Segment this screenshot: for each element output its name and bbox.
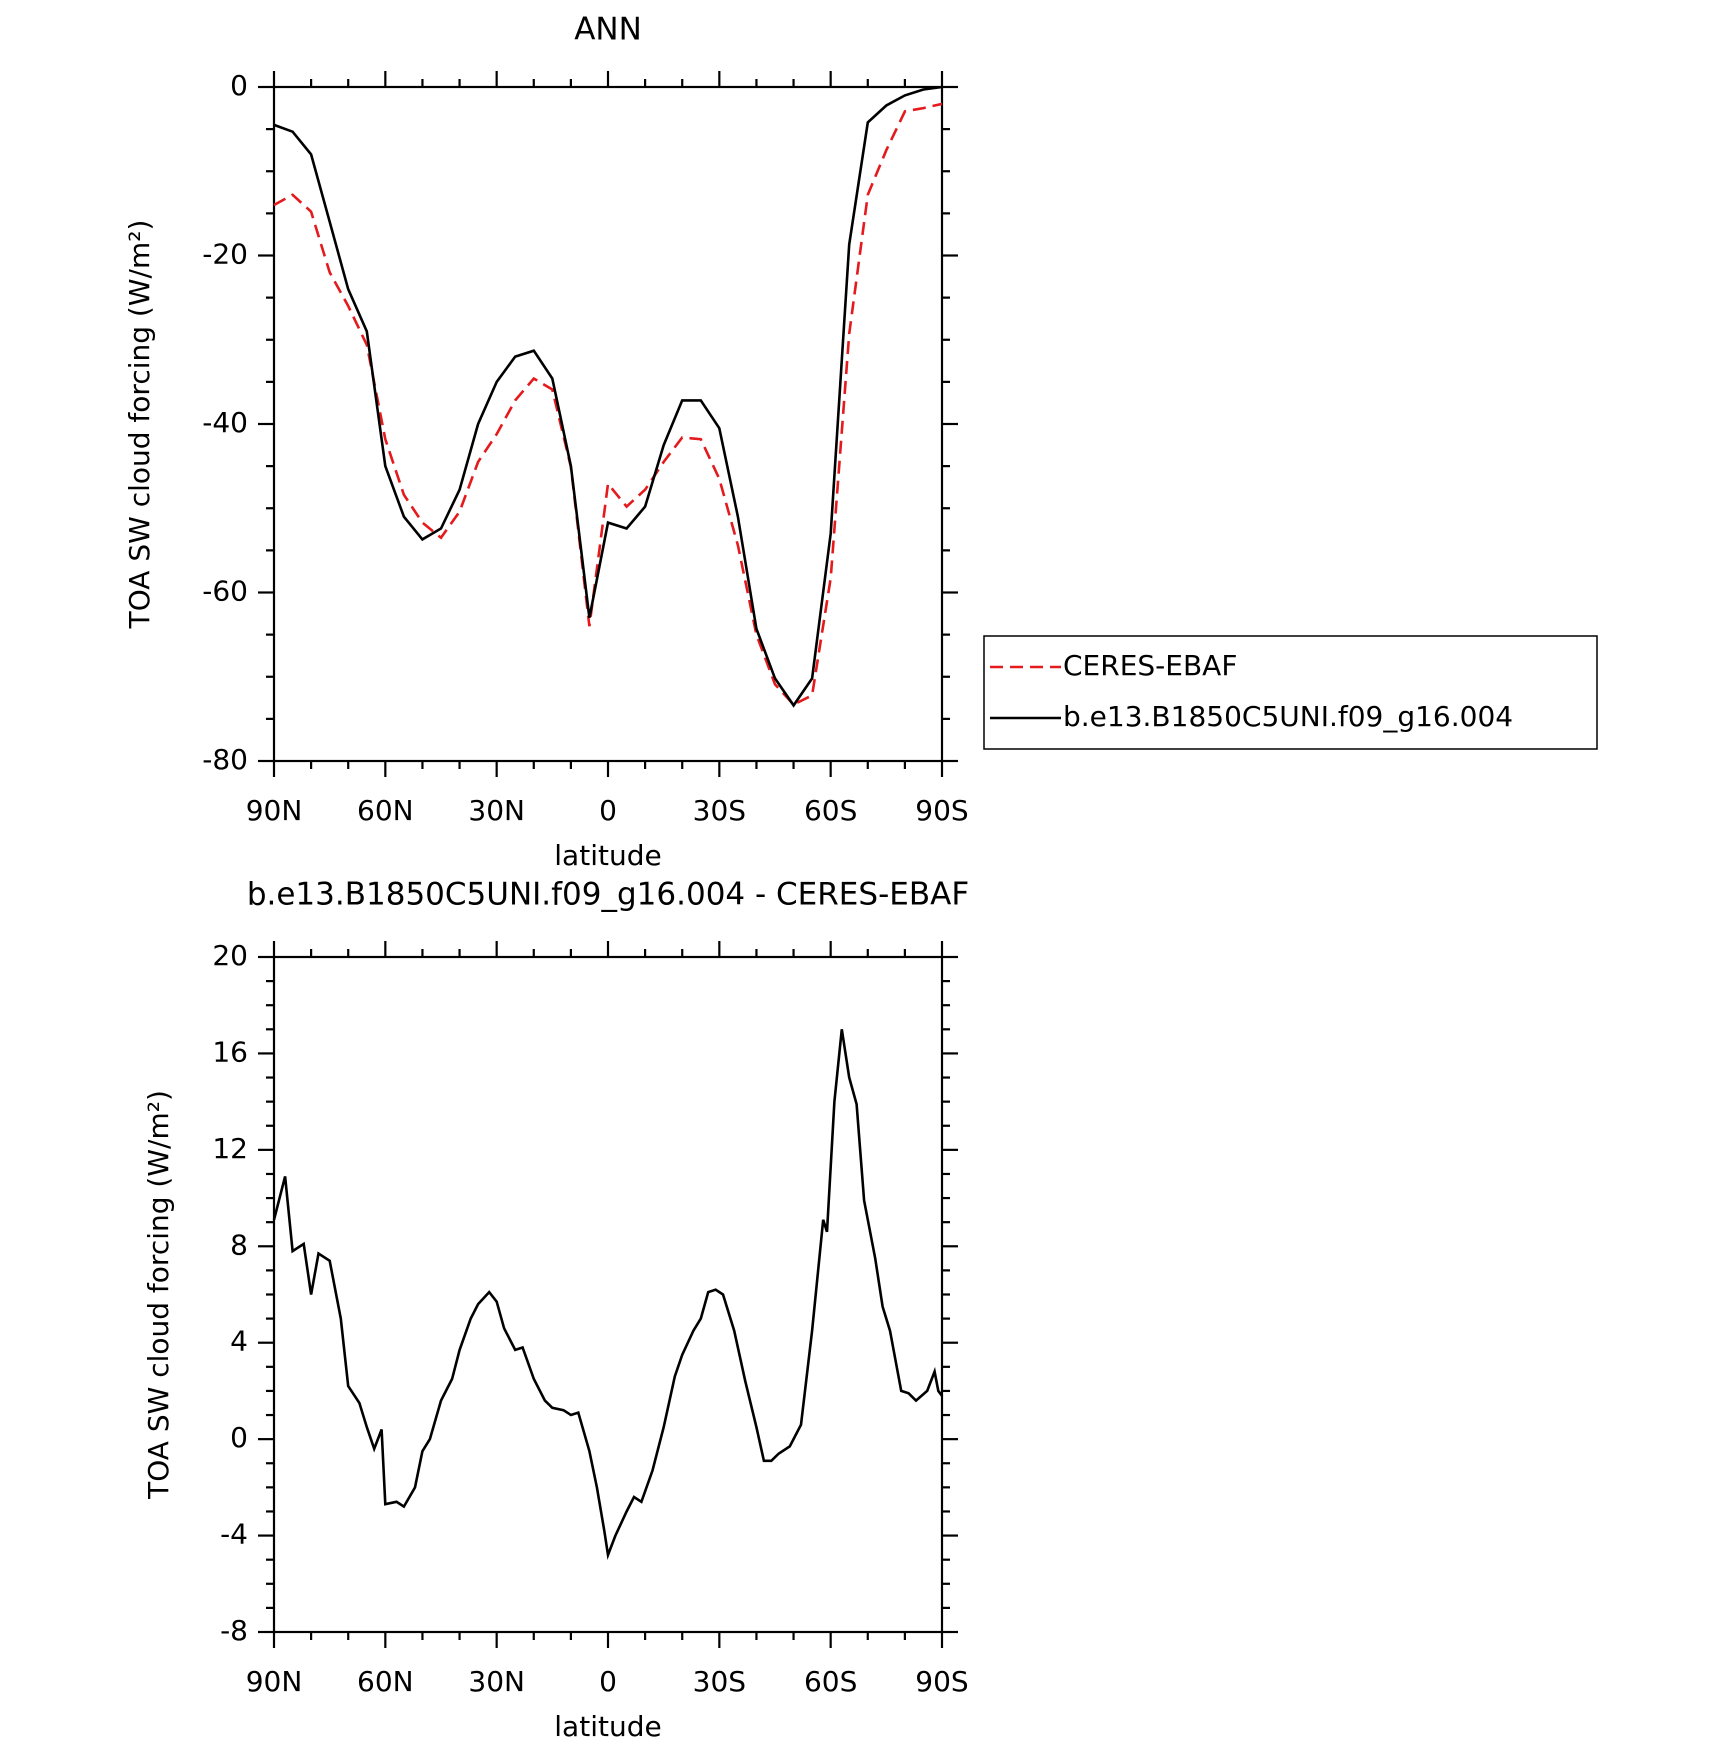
x-tick-label: 90S (915, 794, 968, 827)
legend-box (983, 635, 1598, 750)
y-tick-label: 4 (230, 1325, 248, 1358)
series-line (272, 1029, 944, 1560)
x-tick-label: 30N (468, 794, 525, 827)
y-tick-label: -60 (202, 575, 248, 608)
x-tick-label: 90N (246, 1665, 303, 1698)
chart-title: b.e13.B1850C5UNI.f09_g16.004 - CERES-EBA… (247, 877, 969, 913)
x-tick-label: 30S (693, 1665, 746, 1698)
x-tick-label: 60N (357, 794, 414, 827)
x-axis-label: latitude (554, 839, 661, 872)
x-tick-label: 30N (468, 1665, 525, 1698)
y-tick-label: 0 (230, 69, 248, 102)
legend-label: b.e13.B1850C5UNI.f09_g16.004 (1063, 700, 1513, 733)
x-tick-label: 60S (804, 1665, 857, 1698)
y-axis-label: TOA SW cloud forcing (W/m²) (142, 1090, 175, 1500)
legend-label: CERES-EBAF (1063, 649, 1237, 682)
x-tick-label: 0 (599, 1665, 617, 1698)
series-line (273, 85, 943, 708)
plot-frame (272, 955, 944, 1634)
x-tick-label: 0 (599, 794, 617, 827)
x-tick-label: 90S (915, 1665, 968, 1698)
x-tick-label: 60N (357, 1665, 414, 1698)
x-axis-label: latitude (554, 1710, 661, 1740)
chart-title: ANN (574, 12, 642, 48)
y-tick-label: -40 (202, 406, 248, 439)
x-tick-label: 90N (246, 794, 303, 827)
y-tick-label: 16 (212, 1035, 248, 1068)
y-tick-label: 8 (230, 1228, 248, 1261)
series-line (273, 102, 943, 707)
x-tick-label: 60S (804, 794, 857, 827)
y-tick-label: -20 (202, 238, 248, 271)
y-tick-label: -80 (202, 743, 248, 776)
y-axis-label: TOA SW cloud forcing (W/m²) (123, 220, 156, 630)
y-tick-label: 12 (212, 1132, 248, 1165)
y-tick-label: -4 (220, 1518, 248, 1551)
x-tick-label: 30S (693, 794, 746, 827)
y-tick-label: 0 (230, 1421, 248, 1454)
y-tick-label: 20 (212, 939, 248, 972)
y-tick-label: -8 (220, 1614, 248, 1647)
